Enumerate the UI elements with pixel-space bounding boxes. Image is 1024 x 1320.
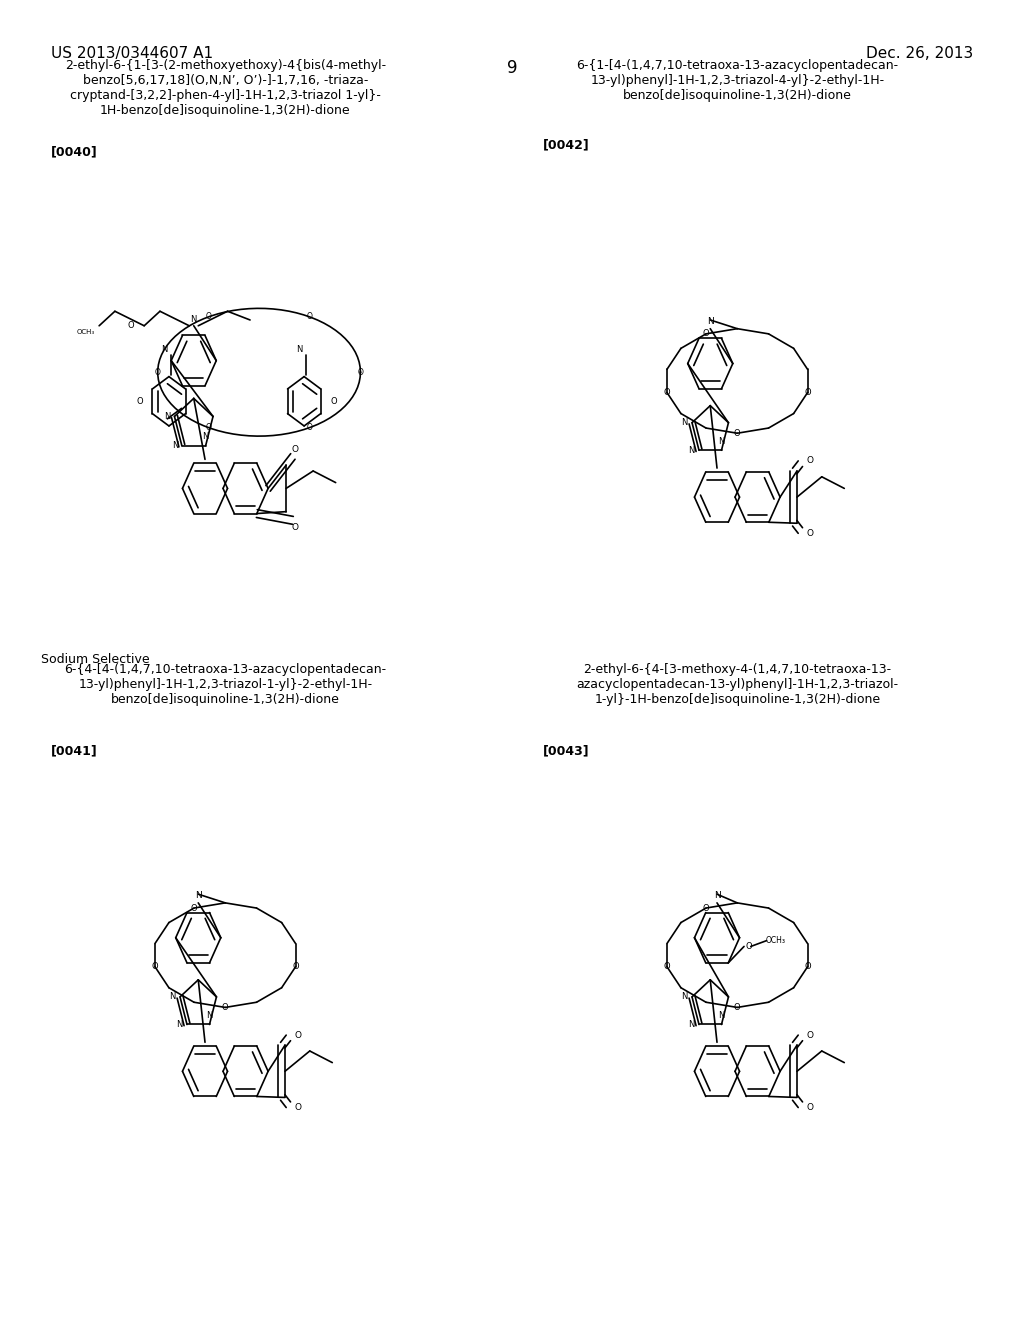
Text: N: N	[718, 437, 725, 446]
Text: O: O	[807, 1031, 814, 1040]
Text: O: O	[292, 523, 299, 532]
Text: O: O	[206, 424, 211, 432]
Text: [0040]: [0040]	[51, 145, 98, 158]
Text: O: O	[307, 424, 312, 432]
Text: O: O	[807, 1104, 814, 1113]
Text: O: O	[206, 313, 211, 321]
Text: O: O	[807, 457, 814, 466]
Text: Dec. 26, 2013: Dec. 26, 2013	[865, 46, 973, 61]
Text: N: N	[688, 1020, 694, 1030]
Text: O: O	[664, 388, 671, 397]
Text: N: N	[165, 412, 171, 421]
Text: N: N	[206, 1011, 213, 1020]
Text: 9: 9	[507, 59, 517, 78]
Text: O: O	[804, 388, 811, 397]
Text: O: O	[734, 429, 740, 438]
Text: N: N	[172, 441, 178, 450]
Text: O: O	[804, 962, 811, 972]
Text: US 2013/0344607 A1: US 2013/0344607 A1	[51, 46, 213, 61]
Text: N: N	[203, 433, 209, 441]
Text: O: O	[155, 368, 161, 376]
Text: N: N	[195, 891, 202, 900]
Text: [0042]: [0042]	[543, 139, 590, 152]
Text: N: N	[169, 993, 175, 1002]
Text: O: O	[292, 445, 299, 454]
Text: O: O	[664, 962, 671, 972]
Text: N: N	[718, 1011, 725, 1020]
Text: O: O	[807, 529, 814, 539]
Text: 2-ethyl-6-{4-[3-methoxy-4-(1,4,7,10-tetraoxa-13-
azacyclopentadecan-13-yl)phenyl: 2-ethyl-6-{4-[3-methoxy-4-(1,4,7,10-tetr…	[577, 663, 898, 706]
Text: N: N	[176, 1020, 182, 1030]
Text: N: N	[681, 418, 687, 428]
Text: N: N	[190, 315, 197, 325]
Text: O: O	[702, 330, 710, 338]
Text: 6-{1-[4-(1,4,7,10-tetraoxa-13-azacyclopentadecan-
13-yl)phenyl]-1H-1,2,3-triazol: 6-{1-[4-(1,4,7,10-tetraoxa-13-azacyclope…	[577, 59, 898, 103]
Text: 6-{4-[4-(1,4,7,10-tetraoxa-13-azacyclopentadecan-
13-yl)phenyl]-1H-1,2,3-triazol: 6-{4-[4-(1,4,7,10-tetraoxa-13-azacyclope…	[65, 663, 386, 706]
Text: O: O	[330, 397, 337, 405]
Text: O: O	[702, 904, 710, 912]
Text: O: O	[127, 321, 134, 330]
Text: O: O	[190, 904, 198, 912]
Text: N: N	[161, 345, 168, 354]
Text: N: N	[296, 345, 303, 354]
Text: N: N	[681, 993, 687, 1002]
Text: Sodium Selective: Sodium Selective	[41, 653, 150, 667]
Text: O: O	[295, 1104, 302, 1113]
Text: O: O	[292, 962, 299, 972]
Text: [0041]: [0041]	[51, 744, 98, 758]
Text: O: O	[307, 313, 312, 321]
Text: O: O	[295, 1031, 302, 1040]
Text: N: N	[707, 317, 714, 326]
Text: N: N	[688, 446, 694, 455]
Text: 2-ethyl-6-{1-[3-(2-methoxyethoxy)-4{bis(4-methyl-
benzo[5,6,17,18](O,N,N’, O’)-]: 2-ethyl-6-{1-[3-(2-methoxyethoxy)-4{bis(…	[65, 59, 386, 117]
Text: O: O	[745, 942, 752, 950]
Text: O: O	[222, 1003, 228, 1012]
Text: OCH₃: OCH₃	[766, 936, 785, 945]
Text: N: N	[714, 891, 720, 900]
Text: O: O	[734, 1003, 740, 1012]
Text: O: O	[152, 962, 159, 972]
Text: OCH₃: OCH₃	[77, 329, 94, 334]
Text: [0043]: [0043]	[543, 744, 590, 758]
Text: O: O	[357, 368, 364, 376]
Text: O: O	[136, 397, 143, 405]
